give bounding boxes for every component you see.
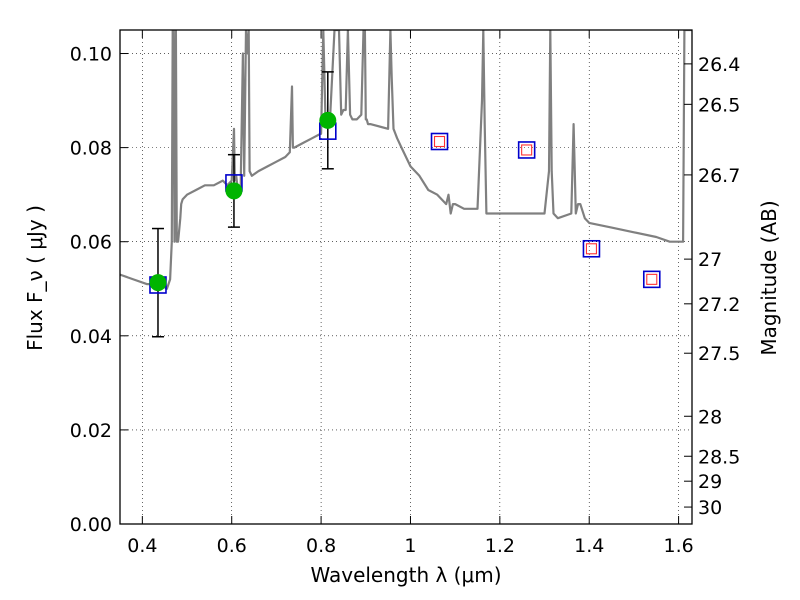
y-tick-label: 0.04 — [70, 326, 112, 348]
magnitude-tick-label: 26.5 — [698, 94, 740, 116]
y-tick-label: 0.02 — [70, 420, 112, 442]
y-tick-label: 0.06 — [70, 232, 112, 254]
magnitude-tick-label: 29 — [698, 471, 722, 493]
model-spectrum-line — [120, 30, 692, 290]
magnitude-tick-label: 30 — [698, 497, 722, 519]
model-bandpass-marker — [517, 141, 536, 159]
y-tick-label: 0.10 — [70, 44, 112, 66]
x-tick-label: 0.4 — [127, 535, 157, 557]
x-tick-label: 1.4 — [574, 535, 604, 557]
magnitude-tick-label: 26.4 — [698, 54, 740, 76]
x-tick-label: 0.8 — [306, 535, 336, 557]
model-bandpass-marker — [642, 270, 661, 289]
model-bandpass-marker — [582, 239, 601, 258]
predicted-flux-marker — [521, 144, 533, 156]
model-bandpass-marker — [430, 132, 449, 151]
magnitude-tick-label: 28.5 — [698, 446, 740, 468]
magnitude-tick-label: 27.2 — [698, 294, 740, 316]
predicted-flux-marker — [646, 273, 658, 285]
observed-photometry-point — [319, 111, 337, 129]
observed-photometry-point — [225, 182, 243, 200]
y-tick-label: 0.08 — [70, 138, 112, 160]
magnitude-tick-label: 28 — [698, 406, 722, 428]
ticks: 0.4 0.6 0.8 1 1.2 1.4 1.6 0.00 0.02 0.04 0.06 0.08 0… — [70, 30, 740, 557]
magnitude-tick-label: 27.5 — [698, 343, 740, 365]
marker-layer — [149, 111, 661, 294]
series-layer — [120, 30, 692, 290]
x-tick-label: 0.6 — [217, 535, 247, 557]
magnitude-tick-label: 26.7 — [698, 165, 740, 187]
y-tick-label: 0.00 — [70, 514, 112, 536]
magnitude-tick-label: 27 — [698, 249, 722, 271]
x-axis-label: Wavelength λ (μm) — [310, 563, 501, 587]
x-tick-label: 1.6 — [663, 535, 693, 557]
y-axis-right-label: Magnitude (AB) — [757, 200, 781, 355]
predicted-flux-marker — [433, 135, 446, 148]
y-axis-label: Flux F_ν ( μJy ) — [23, 205, 47, 351]
predicted-flux-marker — [585, 243, 598, 255]
plot-frame — [119, 29, 693, 525]
x-tick-label: 1 — [404, 535, 416, 557]
x-tick-label: 1.2 — [485, 535, 515, 557]
observed-photometry-point — [149, 274, 167, 292]
